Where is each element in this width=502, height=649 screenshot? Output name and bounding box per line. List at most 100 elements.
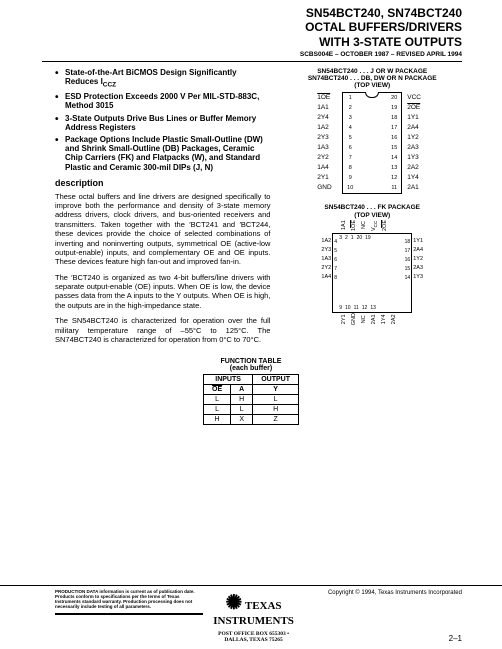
pin-label: 1OE [317, 92, 339, 102]
pin-label: 2A2 [405, 162, 427, 172]
fk-label: 2A3 [413, 265, 431, 271]
fk-num: 5 [334, 248, 337, 254]
fk-num: 1 [351, 235, 354, 241]
description-para: The ′BCT240 is organized as two 4-bit bu… [55, 273, 270, 311]
ft-cell: X [231, 415, 253, 425]
fk-label: 2Y2 [313, 265, 331, 271]
th-inputs: INPUTS [204, 375, 253, 385]
fk-label: 1Y2 [413, 256, 431, 262]
pin-label: 1A1 [317, 102, 339, 112]
pin-num: 1 [345, 95, 355, 101]
description-para: The SN54BCT240 is characterized for oper… [55, 316, 270, 344]
dip-title-3: (TOP VIEW) [282, 82, 462, 89]
fk-num: 9 [339, 305, 342, 311]
th-y: Y [253, 385, 299, 395]
fk-num: 13 [370, 305, 376, 311]
pin-num: 4 [345, 125, 355, 131]
fk-num: 15 [405, 266, 411, 272]
bullet-item: 3-State Outputs Drive Bus Lines or Buffe… [55, 114, 270, 132]
pin-num: 10 [345, 185, 355, 191]
pin-label: 1A4 [317, 162, 339, 172]
dip-title-2: SN74BCT240 . . . DB, DW OR N PACKAGE [282, 75, 462, 82]
pin-label: 1Y1 [405, 112, 427, 122]
fk-title-1: SN54BCT240 . . . FK PACKAGE [282, 204, 462, 211]
ft-cell: H [204, 415, 231, 425]
title-line2: OCTAL BUFFERS/DRIVERS [0, 20, 462, 34]
pin-label: 2OE [405, 102, 427, 112]
fk-label: 2A2 [391, 313, 397, 325]
pin-label: VCC [405, 92, 427, 102]
ft-cell: Z [253, 415, 299, 425]
description-heading: description [55, 178, 270, 188]
fk-num: 16 [405, 257, 411, 263]
fk-num: 20 [357, 235, 363, 241]
left-column: State-of-the-Art BiCMOS Design Significa… [55, 68, 270, 350]
fk-label: 1A3 [313, 256, 331, 262]
pin-label: 1Y2 [405, 132, 427, 142]
pin-label: 2A4 [405, 122, 427, 132]
pin-label: 1Y3 [405, 152, 427, 162]
description-para: These octal buffers and line drivers are… [55, 192, 270, 267]
pin-label: 2Y2 [317, 152, 339, 162]
th-oe: OE [204, 385, 231, 395]
fk-num: 18 [405, 239, 411, 245]
pin-num: 18 [389, 115, 399, 121]
th-a: A [231, 385, 253, 395]
pin-label: 2Y1 [317, 172, 339, 182]
fk-num: 8 [334, 275, 337, 281]
fk-label: 1OE [351, 220, 357, 231]
fk-label: NC [361, 220, 367, 231]
fk-num: 14 [405, 275, 411, 281]
pin-num: 16 [389, 135, 399, 141]
dip-title: SN54BCT240 . . . J OR W PACKAGE SN74BCT2… [282, 68, 462, 89]
function-table-grid: INPUTSOUTPUT OE A Y LHLLLHHXZ [203, 374, 299, 425]
pin-num: 15 [389, 145, 399, 151]
title-line1: SN54BCT240, SN74BCT240 [0, 6, 462, 20]
copyright: Copyright © 1994, Texas Instruments Inco… [304, 590, 462, 596]
fk-label: 2A1 [371, 313, 377, 325]
fk-num: 19 [365, 235, 371, 241]
page-number: 2–1 [449, 634, 462, 643]
fk-label: 1Y1 [413, 238, 431, 244]
fk-label: GND [351, 313, 357, 325]
fk-label: NC [361, 313, 367, 325]
ft-cell: L [204, 395, 231, 405]
fk-label: 2Y3 [313, 247, 331, 253]
pin-num: 5 [345, 135, 355, 141]
fk-num: 4 [334, 239, 337, 245]
pin-num: 17 [389, 125, 399, 131]
pin-label: 1Y4 [405, 172, 427, 182]
bullet-item: Package Options Include Plastic Small-Ou… [55, 135, 270, 172]
footer-address: POST OFFICE BOX 655303 • DALLAS, TEXAS 7… [213, 631, 294, 643]
pin-num: 7 [345, 155, 355, 161]
fine-print: PRODUCTION DATA information is current a… [55, 590, 203, 615]
footer: PRODUCTION DATA information is current a… [0, 585, 502, 649]
pin-label: 1A3 [317, 142, 339, 152]
th-output: OUTPUT [253, 375, 299, 385]
ti-mark-icon: ✺ [226, 592, 243, 614]
fk-title: SN54BCT240 . . . FK PACKAGE (TOP VIEW) [282, 204, 462, 218]
fk-label: 2A4 [413, 247, 431, 253]
fk-label: 1Y4 [381, 313, 387, 325]
pin-num: 2 [345, 105, 355, 111]
fk-num: 2 [345, 235, 348, 241]
fk-label: 2Y1 [341, 313, 347, 325]
dip-title-1: SN54BCT240 . . . J OR W PACKAGE [282, 68, 462, 75]
fk-label: VCC [371, 220, 378, 231]
function-table-title: FUNCTION TABLE (each buffer) [0, 358, 502, 372]
ft-cell: L [231, 405, 253, 415]
pin-label: 1A2 [317, 122, 339, 132]
revision-line: SCBS004E – OCTOBER 1987 – REVISED APRIL … [42, 51, 462, 62]
fk-num: 10 [345, 305, 351, 311]
fk-num: 12 [362, 305, 368, 311]
title-line3: WITH 3-STATE OUTPUTS [0, 35, 462, 49]
fk-num: 3 [339, 235, 342, 241]
fk-num: 11 [354, 305, 359, 311]
feature-bullets: State-of-the-Art BiCMOS Design Significa… [55, 68, 270, 172]
ft-cell: L [253, 395, 299, 405]
pin-num: 9 [345, 175, 355, 181]
fk-label: 1A2 [313, 238, 331, 244]
fk-label: 1A1 [341, 220, 347, 231]
fk-title-2: (TOP VIEW) [282, 212, 462, 219]
pin-num: 13 [389, 165, 399, 171]
